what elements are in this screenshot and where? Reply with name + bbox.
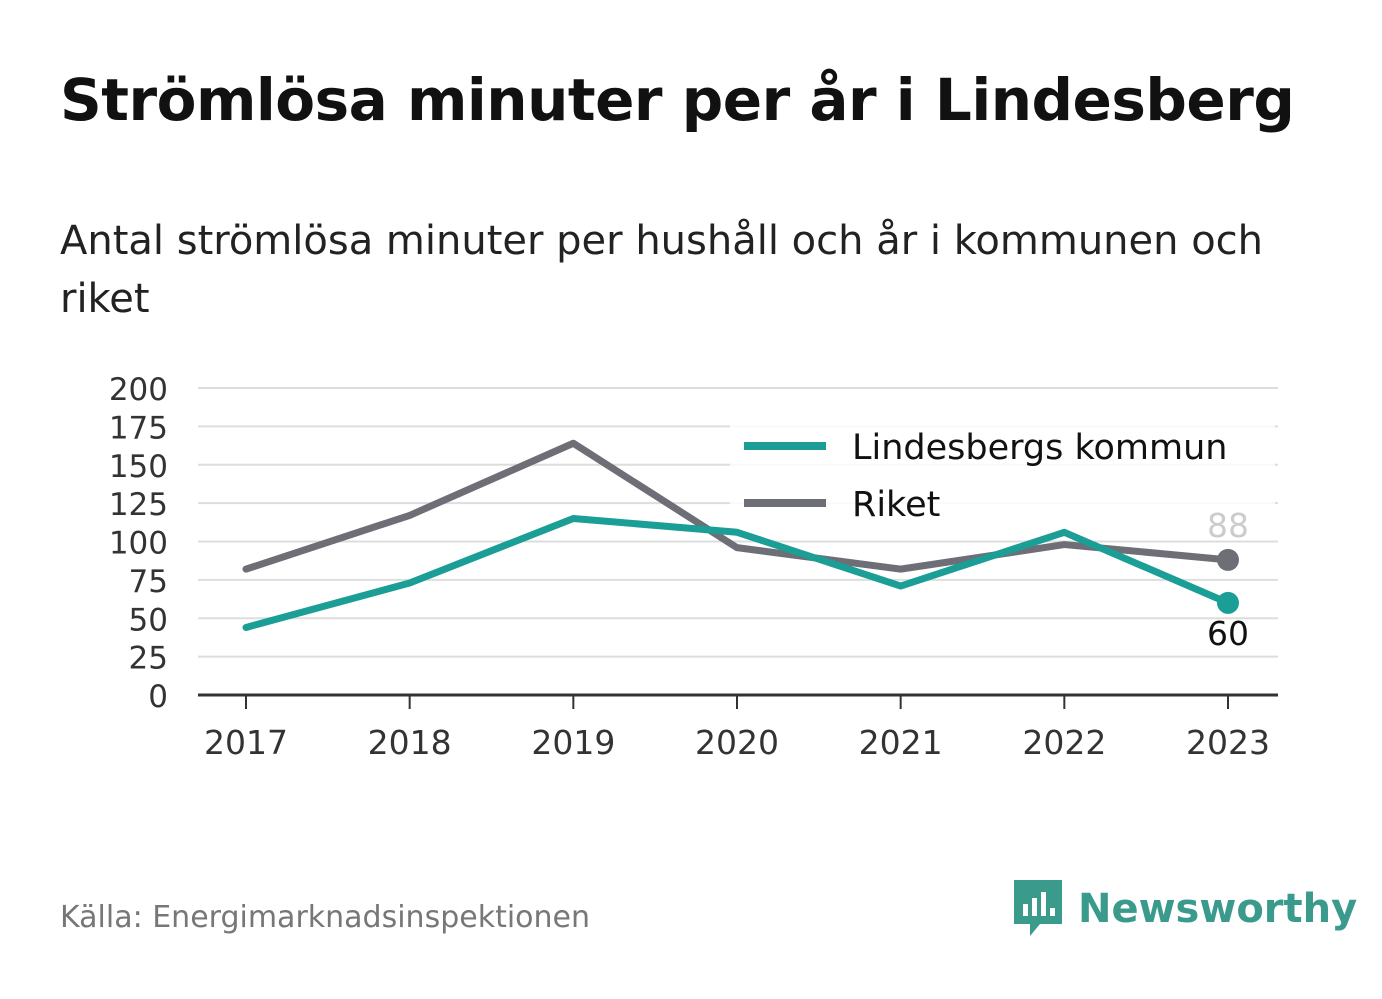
y-tick-label: 50 [129,602,168,638]
y-tick-label: 100 [109,526,168,562]
brand-logo: Newsworthy [1010,878,1357,940]
x-tick-label: 2023 [1186,723,1270,762]
series-end-point-0 [1217,591,1239,614]
y-tick-label: 75 [129,564,168,600]
series-end-point-1 [1217,548,1239,571]
legend-label-1: Riket [852,485,940,525]
y-tick-label: 200 [109,372,168,408]
x-tick-label: 2022 [1022,723,1106,762]
series-lines [242,439,1239,631]
y-tick-label: 175 [109,410,168,446]
y-tick-label: 150 [109,449,168,485]
x-axis: 2017 2018 2019 2020 2021 2022 2023 [198,693,1278,762]
chart-title: Strömlösa minuter per år i Lindesberg [60,66,1295,134]
series-line-0 [242,514,1232,631]
x-tick-label: 2018 [368,723,452,762]
y-tick-label: 0 [148,679,168,715]
end-labels: 88 60 [1207,506,1249,653]
x-tick-label: 2019 [531,723,615,762]
end-label-riket: 88 [1207,506,1249,545]
y-tick-label: 125 [109,487,168,523]
chart-subtitle: Antal strömlösa minuter per hushåll och … [60,218,1264,322]
x-tick-label: 2021 [859,723,943,762]
legend-label-0: Lindesbergs kommun [852,428,1227,468]
series-line-1 [242,439,1232,573]
brand-name: Newsworthy [1078,886,1358,932]
legend: Lindesbergs kommun Riket [730,415,1275,525]
x-tick-label: 2020 [695,723,779,762]
source-note: Källa: Energimarknadsinspektionen [60,900,591,935]
x-tick-label: 2017 [204,723,288,762]
end-label-lindesberg: 60 [1207,614,1249,653]
newsworthy-icon [1014,880,1062,936]
y-tick-label: 25 [129,641,168,677]
